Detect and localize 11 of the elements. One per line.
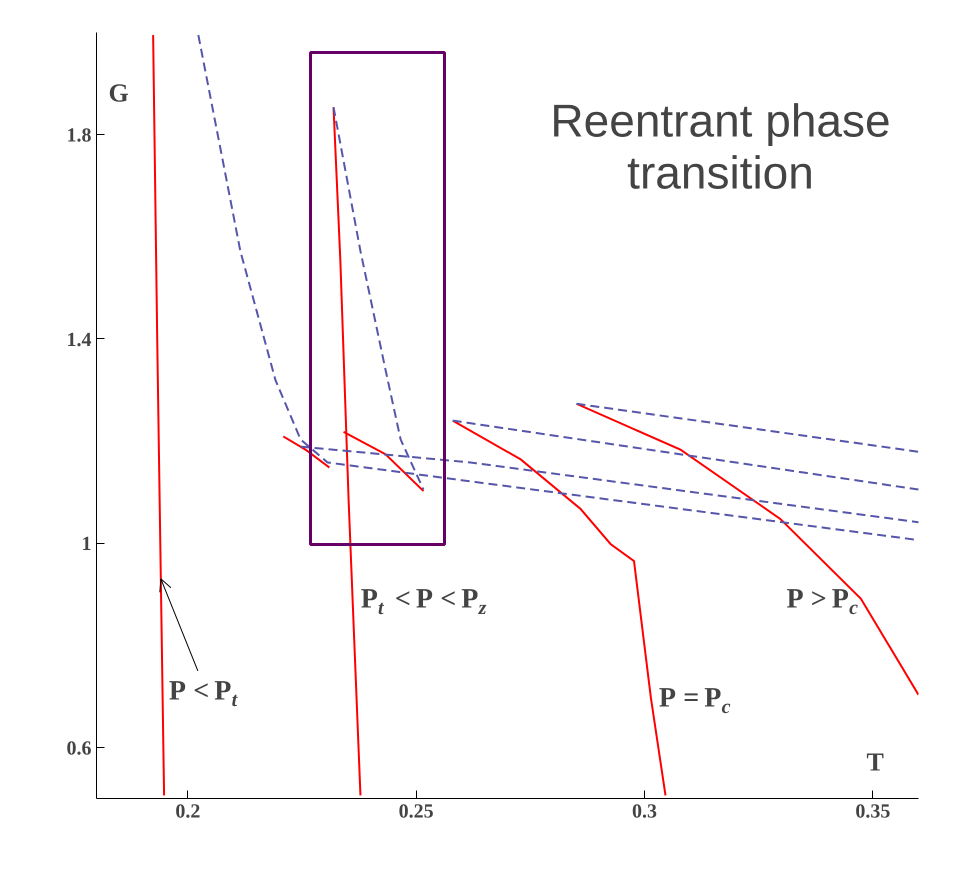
x-tick-label: 0.35 <box>855 800 890 822</box>
y-axis-title: G <box>108 78 129 108</box>
y-tick-label: 1 <box>82 533 92 556</box>
annotation: Reentrant phase transition <box>550 94 891 198</box>
x-tick-label: 0.3 <box>632 800 657 822</box>
y-tick-label: 1.8 <box>66 124 92 147</box>
y-tick-label: 0.6 <box>66 737 92 760</box>
x-tick-label: 0.25 <box>398 800 434 822</box>
y-tick-label: 1.4 <box>66 328 92 351</box>
x-axis-title: T <box>866 748 884 776</box>
x-tick-label: 0.2 <box>175 800 200 822</box>
